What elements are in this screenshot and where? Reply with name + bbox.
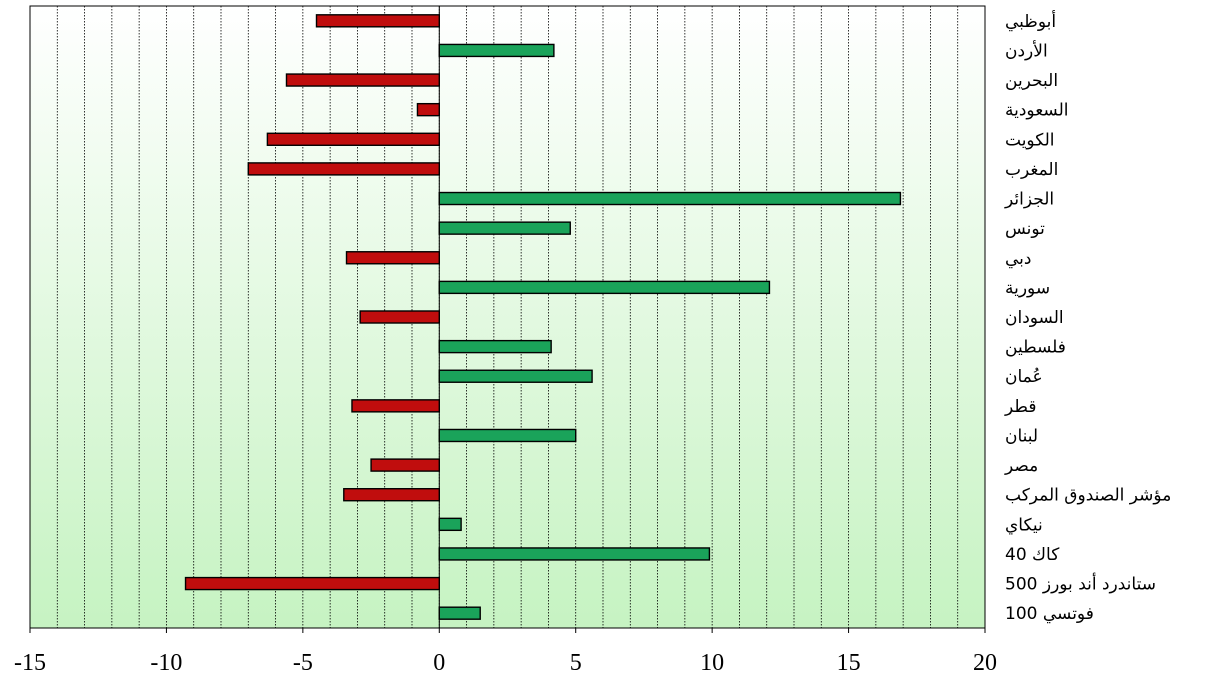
bar [248,163,439,175]
bar [417,104,439,116]
x-tick-label: 20 [973,650,997,676]
plot-area [30,6,985,628]
category-label: البحرين [1005,71,1058,91]
bar [347,252,440,264]
bar [439,548,709,560]
category-label: فلسطين [1005,338,1066,358]
bar [371,459,439,471]
category-label: كاك 40 [1005,545,1060,565]
category-label: عُمان [1005,367,1043,387]
category-label: نيكاي [1005,515,1043,535]
bar [439,193,900,205]
category-label: قطر [1004,397,1036,417]
bar [439,429,575,441]
x-tick-label: -10 [150,650,182,676]
category-labels: أبوظبي الأردن البحرين السعودية الكويت المغرب ا… [1004,10,1171,624]
x-tick-label: 5 [570,650,582,676]
category-label: الكويت [1005,130,1055,150]
bar [439,607,480,619]
bar [286,74,439,86]
category-label: أبوظبي [1005,10,1056,32]
bar [439,222,570,234]
bar [317,15,440,27]
x-tick-label: 10 [700,650,724,676]
bar [267,133,439,145]
x-tick-label: -5 [293,650,313,676]
category-label: مؤشر الصندوق المركب [1005,486,1171,506]
x-tick-label: -15 [14,650,46,676]
bar [439,341,551,353]
x-tick-labels: -15 -10 -5 0 5 10 15 20 [14,628,997,676]
category-label: لبنان [1005,426,1038,446]
bar [439,44,554,56]
bar [352,400,439,412]
bar [360,311,439,323]
category-label: الأردن [1005,40,1048,61]
bar [439,370,592,382]
category-label: فوتسي 100 [1005,604,1094,624]
category-label: مصر [1004,456,1038,476]
bar [344,489,440,501]
category-label: السودان [1005,308,1064,328]
bar [439,518,461,530]
category-label: دبي [1005,249,1031,269]
x-tick-label: 0 [433,650,445,676]
category-label: المغرب [1005,160,1058,180]
category-label: سورية [1005,278,1050,298]
category-label: السعودية [1005,101,1068,121]
x-tick-label: 15 [837,650,861,676]
bar [186,578,440,590]
category-label: الجزائر [1004,190,1054,210]
category-label: ستاندرد أند بورز 500 [1005,573,1156,595]
bar [439,281,769,293]
category-label: تونس [1005,219,1045,239]
